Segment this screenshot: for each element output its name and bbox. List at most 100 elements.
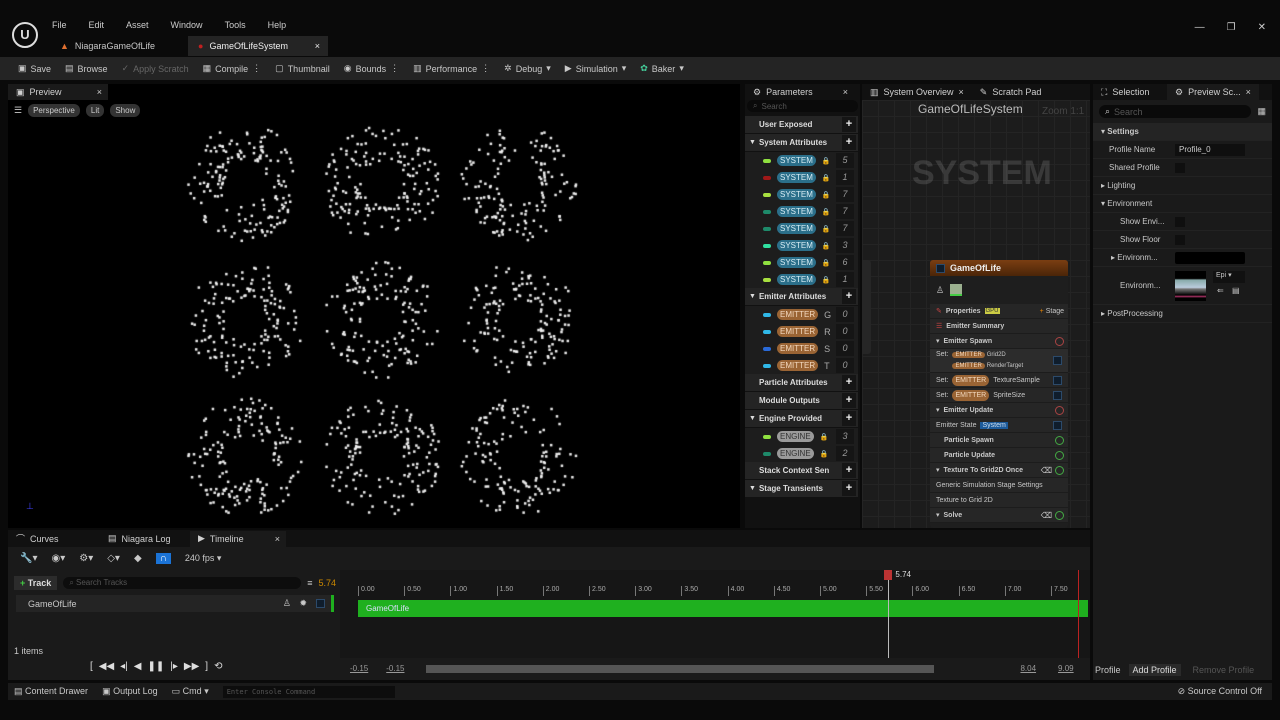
module-set-texturesample[interactable]: Set: EMITTER TextureSample <box>930 373 1068 388</box>
filter-icon[interactable]: ≡ <box>307 578 313 588</box>
save-button[interactable]: ▣ Save <box>18 63 52 74</box>
add-track-button[interactable]: + Track <box>14 576 58 590</box>
add-stage-button[interactable]: + Stage <box>1039 307 1064 315</box>
hamburger-icon[interactable]: ☰ <box>14 105 23 115</box>
browse-button[interactable]: ▤ Browse <box>65 63 108 74</box>
expand-icon[interactable]: ▸ <box>1111 253 1116 262</box>
texture-to-grid-module[interactable]: Texture to Grid 2D <box>930 493 1068 508</box>
view-end[interactable]: 8.04 <box>1020 664 1037 673</box>
section-emitter-attributes[interactable]: ▼ Emitter Attributes + <box>745 288 858 305</box>
module-set-grid2d[interactable]: Set: EMITTER Grid2D EMITTER RenderTarget <box>930 349 1068 373</box>
thumbnail-button[interactable]: ▢ Thumbnail <box>275 63 330 74</box>
enable-checkbox[interactable] <box>936 263 945 273</box>
settings-section[interactable]: Settings <box>1107 127 1139 136</box>
menu-window[interactable]: Window <box>170 20 203 30</box>
tab-parameters[interactable]: ⚙ Parameters × <box>753 86 848 98</box>
particle-viewport[interactable] <box>176 114 586 524</box>
performance-button[interactable]: ▥ Performance ⋮ <box>413 63 491 74</box>
solve-stage[interactable]: Solve <box>943 511 963 519</box>
collapse-icon[interactable]: ▾ <box>1101 127 1106 136</box>
source-control-button[interactable]: ⊘ Source Control Off <box>1177 686 1262 696</box>
add-parameter-button[interactable]: + <box>842 135 856 150</box>
tab-scratch-pad[interactable]: ✎ Scratch Pad <box>979 86 1042 98</box>
range-start[interactable]: -0.15 <box>350 664 369 673</box>
expand-icon[interactable]: ▸ <box>1101 309 1106 318</box>
range-end[interactable]: 9.09 <box>1058 664 1074 673</box>
simulation-button[interactable]: ▶ Simulation ▾ <box>564 63 627 74</box>
grid-view-icon[interactable]: ▦ <box>1257 106 1266 116</box>
tab-system-overview[interactable]: ▥ System Overview × <box>870 86 964 98</box>
details-search[interactable]: ⌕ Search <box>1099 105 1252 118</box>
compile-button[interactable]: ▦ Compile ⋮ <box>202 63 262 74</box>
close-icon[interactable]: × <box>96 87 102 97</box>
next-key-icon[interactable]: ▶▶ <box>183 661 200 672</box>
generic-settings-item[interactable]: Generic Simulation Stage Settings <box>930 478 1068 493</box>
parameter-item[interactable]: SYSTEM 🔒 5 <box>745 152 858 169</box>
reverse-icon[interactable]: ◀ <box>133 661 142 672</box>
gear-icon[interactable]: ⚙▾ <box>79 553 94 564</box>
add-parameter-button[interactable]: + <box>842 375 856 390</box>
tab-curves[interactable]: ⌒ Curves <box>16 533 59 545</box>
emitter-node-gameoflife[interactable]: GameOfLife ♙ ✎ Properties GPU + Stage ☰ Emit… <box>930 260 1068 528</box>
parameter-item[interactable]: SYSTEM 🔒 6 <box>745 254 858 271</box>
parameter-item[interactable]: ENGINE 🔒 3 <box>745 428 858 445</box>
parameters-search[interactable]: ⌕ Search <box>747 100 858 112</box>
collapse-icon[interactable]: ▼ <box>749 415 756 422</box>
collapse-icon[interactable]: ▾ <box>1101 199 1106 208</box>
track-row[interactable]: GameOfLife ♙ ✹ <box>16 595 334 612</box>
section-stack-context[interactable]: Stack Context Sen + <box>745 462 858 479</box>
shared-profile-checkbox[interactable] <box>1175 162 1185 173</box>
pin-icon[interactable]: ♙ <box>282 598 291 608</box>
content-drawer-button[interactable]: ▤ Content Drawer <box>14 686 89 696</box>
show-environment-checkbox[interactable] <box>1175 216 1185 227</box>
time-ruler[interactable]: 0.00 0.50 1.00 1.50 2.00 2.50 3.00 3.50 4.00 4.50… <box>358 586 1088 598</box>
environment-color-swatch[interactable] <box>1175 251 1245 264</box>
add-module-icon[interactable] <box>1055 405 1064 415</box>
baker-button[interactable]: ✿ Baker ▾ <box>640 63 684 74</box>
apply-scratch-button[interactable]: ✓ Apply Scratch <box>121 63 189 74</box>
browse-asset-icon[interactable]: ▤ <box>1232 286 1240 295</box>
collapse-icon[interactable]: ▼ <box>749 485 756 492</box>
parameter-item[interactable]: SYSTEM 🔒 7 <box>745 220 858 237</box>
menu-tools[interactable]: Tools <box>224 20 246 30</box>
add-parameter-button[interactable]: + <box>842 117 856 132</box>
remove-profile-button[interactable]: Remove Profile <box>1192 665 1255 675</box>
add-profile-button[interactable]: Add Profile <box>1128 664 1181 676</box>
section-particle-attributes[interactable]: Particle Attributes + <box>745 374 858 391</box>
auto-key-icon[interactable]: ◆ <box>133 553 142 564</box>
emitter-update-group[interactable]: Emitter Update <box>943 406 994 414</box>
particle-spawn-group[interactable]: Particle Spawn <box>944 436 994 444</box>
close-icon[interactable]: × <box>1245 87 1251 97</box>
add-parameter-button[interactable]: + <box>842 289 856 304</box>
bounds-button[interactable]: ◉ Bounds ⋮ <box>343 63 400 74</box>
playhead[interactable]: 5.74 <box>884 570 911 658</box>
timeline-scrollbar[interactable] <box>426 664 935 673</box>
pause-icon[interactable]: ❚❚ <box>147 661 165 672</box>
doc-tab-gameoflifesystem[interactable]: ● GameOfLifeSystem × <box>188 36 328 56</box>
module-emitter-state[interactable]: Emitter State System <box>930 418 1068 433</box>
module-enabled-checkbox[interactable] <box>1053 375 1062 385</box>
tab-timeline[interactable]: ▶ Timeline × <box>190 530 286 547</box>
track-bar[interactable]: GameOfLife <box>358 600 1088 617</box>
parameter-item[interactable]: ENGINE 🔒 2 <box>745 445 858 462</box>
section-user-exposed[interactable]: User Exposed + <box>745 116 858 133</box>
add-module-icon[interactable] <box>1055 450 1064 460</box>
add-parameter-button[interactable]: + <box>842 481 856 496</box>
system-node-stub[interactable] <box>862 260 871 354</box>
add-module-icon[interactable] <box>1055 435 1064 445</box>
cmd-dropdown[interactable]: ▭ Cmd ▾ <box>171 686 209 696</box>
add-parameter-button[interactable]: + <box>842 463 856 478</box>
loop-icon[interactable]: ⟲ <box>214 661 223 672</box>
restore-icon[interactable]: ❐ <box>1226 22 1236 33</box>
current-time[interactable]: 5.74 <box>318 578 336 588</box>
key-diamond-icon[interactable]: ◇▾ <box>107 553 120 564</box>
particle-update-group[interactable]: Particle Update <box>944 451 995 459</box>
close-icon[interactable]: × <box>314 41 320 51</box>
parameter-item[interactable]: EMITTER T 0 <box>745 357 858 374</box>
perspective-button[interactable]: Perspective <box>28 104 80 117</box>
expand-icon[interactable]: ▸ <box>1101 181 1106 190</box>
cubemap-thumbnail[interactable] <box>1175 271 1206 301</box>
parameter-item[interactable]: SYSTEM 🔒 7 <box>745 203 858 220</box>
collapse-icon[interactable]: ▾ <box>936 512 940 519</box>
menu-help[interactable]: Help <box>267 20 287 30</box>
